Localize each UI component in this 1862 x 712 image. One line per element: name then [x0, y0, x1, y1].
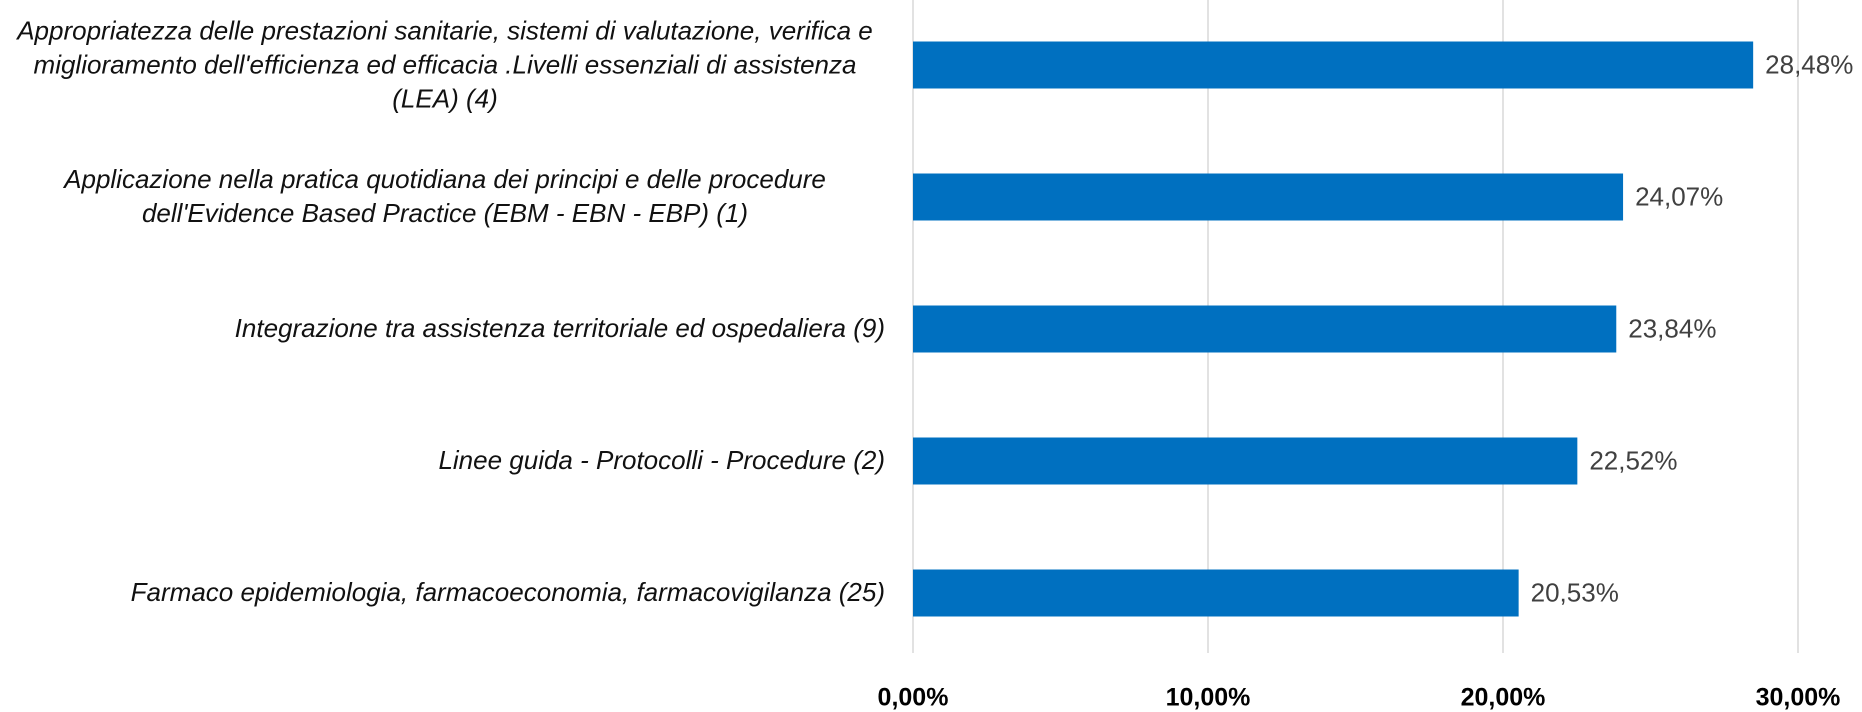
bar [913, 569, 1519, 617]
y-tick-label-text: Applicazione nella pratica quotidiana de… [64, 164, 826, 228]
data-label-text: 23,84% [1628, 313, 1717, 344]
data-label-text: 22,52% [1589, 445, 1678, 476]
x-tick-label-text: 30,00% [1755, 683, 1841, 712]
y-tick-label: Appropriatezza delle prestazioni sanitar… [0, 14, 885, 115]
y-tick-label-text: Linee guida - Protocolli - Procedure (2) [438, 445, 885, 476]
bar [913, 305, 1617, 353]
y-tick-label: Applicazione nella pratica quotidiana de… [0, 163, 885, 231]
bar [913, 173, 1624, 221]
x-tick-label-text: 0,00% [877, 683, 949, 712]
x-tick-label-text: 20,00% [1460, 683, 1546, 712]
y-tick-label: Linee guida - Protocolli - Procedure (2) [0, 444, 885, 478]
bar [913, 41, 1754, 89]
y-tick-label: Farmaco epidemiologia, farmacoeconomia, … [0, 576, 885, 610]
x-tick-label-text: 10,00% [1165, 683, 1251, 712]
bar [913, 437, 1578, 485]
data-label-text: 28,48% [1765, 49, 1854, 80]
y-tick-label-text: Appropriatezza delle prestazioni sanitar… [17, 15, 873, 113]
y-tick-label-text: Integrazione tra assistenza territoriale… [234, 313, 885, 344]
data-label-text: 24,07% [1635, 181, 1724, 212]
y-tick-label-text: Farmaco epidemiologia, farmacoeconomia, … [130, 577, 885, 608]
y-tick-label: Integrazione tra assistenza territoriale… [0, 312, 885, 346]
data-label-text: 20,53% [1530, 577, 1619, 608]
